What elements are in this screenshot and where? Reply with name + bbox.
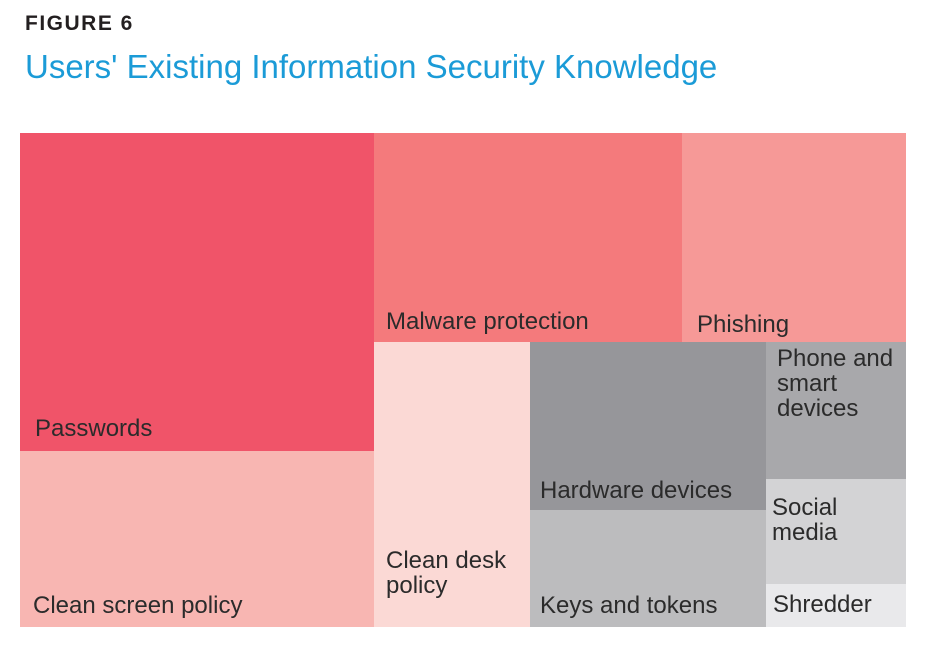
tile-keys-and-tokens: Keys and tokens [530, 510, 766, 627]
tile-label-phishing: Phishing [697, 311, 789, 338]
tile-label-social-media: Social media [772, 494, 838, 546]
tile-passwords: Passwords [20, 133, 374, 451]
tile-malware-protection: Malware protection [374, 133, 682, 342]
tile-rect-keys-and-tokens [530, 510, 766, 627]
tile-clean-screen-policy: Clean screen policy [20, 451, 374, 627]
tile-rect-clean-screen-policy [20, 451, 374, 627]
tile-label-clean-screen-policy: Clean screen policy [33, 592, 242, 619]
tile-label-keys-and-tokens: Keys and tokens [540, 592, 717, 619]
tile-label-passwords: Passwords [35, 415, 152, 442]
tile-label-malware-protection: Malware protection [386, 308, 589, 335]
tile-phone-and-smart-devices: Phone and smart devices [766, 342, 906, 479]
tile-rect-phishing [682, 133, 906, 342]
tile-label-clean-desk-policy: Clean desk policy [386, 547, 507, 599]
tile-rect-social-media [766, 479, 906, 584]
tile-label-hardware-devices: Hardware devices [540, 477, 732, 504]
tile-label-phone-and-smart-devices: Phone and smart devices [777, 345, 893, 422]
tile-shredder: Shredder [766, 584, 906, 627]
tile-rect-clean-desk-policy [374, 342, 530, 627]
tile-rect-malware-protection [374, 133, 682, 342]
chart-title: Users' Existing Information Security Kno… [25, 48, 718, 85]
tile-rect-passwords [20, 133, 374, 451]
tile-rect-shredder [766, 584, 906, 627]
tile-clean-desk-policy: Clean desk policy [374, 342, 530, 627]
tile-social-media: Social media [766, 479, 906, 584]
figure-label: FIGURE 6 [25, 12, 134, 35]
tile-rect-hardware-devices [530, 342, 766, 510]
tile-phishing: Phishing [682, 133, 906, 342]
tile-label-shredder: Shredder [773, 591, 872, 618]
tile-rect-phone-and-smart-devices [766, 342, 906, 479]
tile-hardware-devices: Hardware devices [530, 342, 766, 510]
